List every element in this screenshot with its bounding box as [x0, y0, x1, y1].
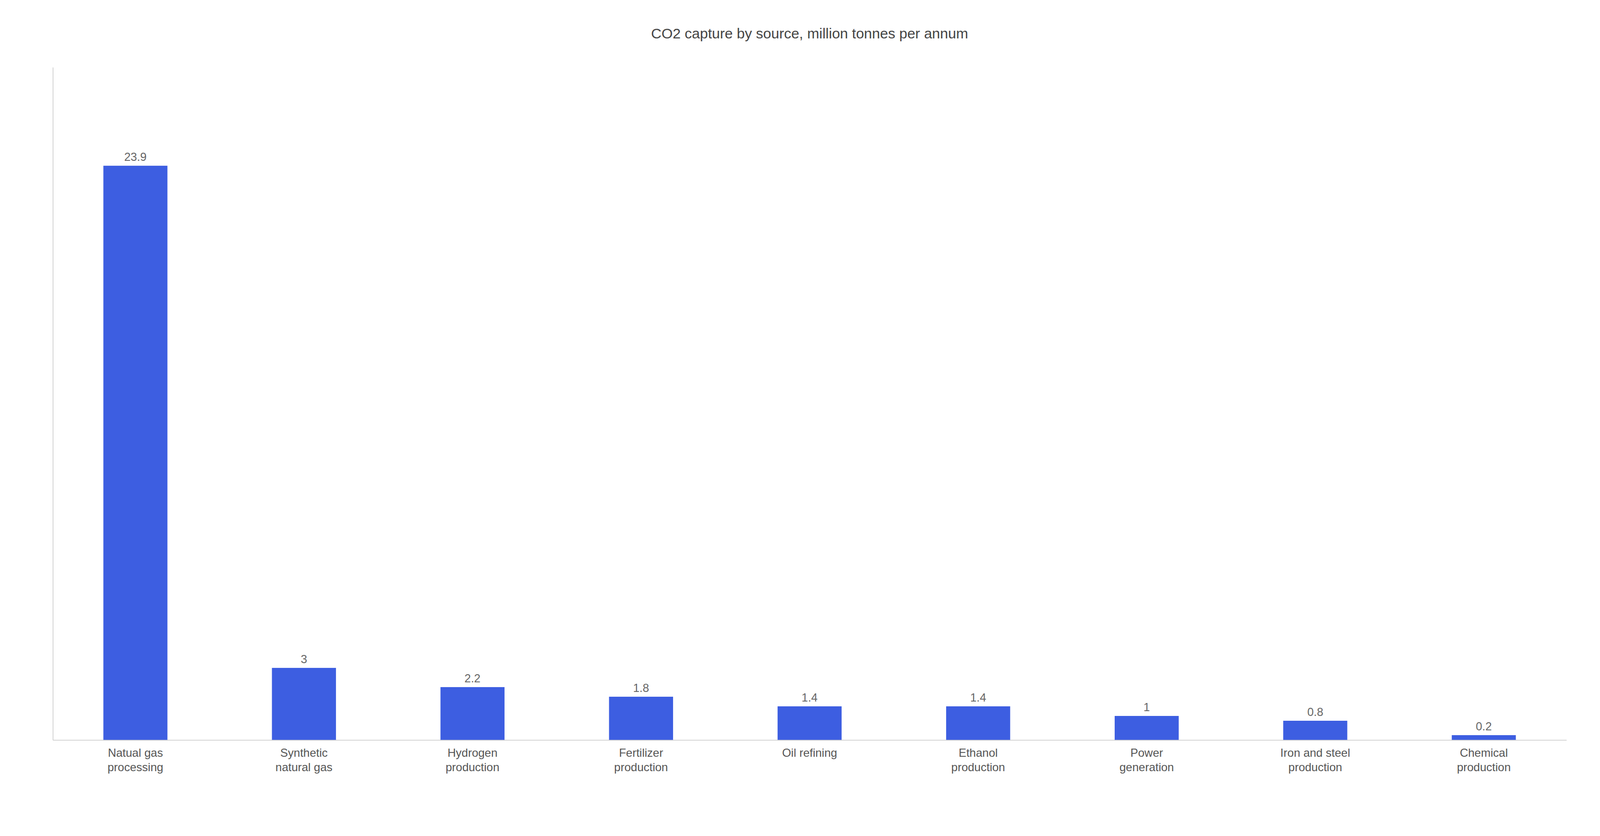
- x-tick-label: Natual gasprocessing: [107, 745, 164, 774]
- x-tick-label-line: generation: [1119, 760, 1174, 774]
- data-label: 3: [300, 652, 307, 666]
- x-tick-label-line: Oil refining: [781, 745, 838, 759]
- x-tick-label-line: Hydrogen: [447, 745, 498, 759]
- x-tick: Powergeneration: [1119, 745, 1174, 774]
- bar: [946, 706, 1011, 740]
- x-tick-label: Fertilizerproduction: [613, 745, 668, 774]
- x-tick: Oil refining: [781, 745, 838, 759]
- bar: [103, 165, 168, 740]
- data-label: 1: [1143, 700, 1150, 714]
- x-tick-label-line: production: [951, 760, 1006, 774]
- chart: Natual gasprocessing Syntheticnatural gas…: [0, 0, 1600, 836]
- x-tick-label: Oil refining: [781, 745, 838, 759]
- x-tick-label-line: Ethanol: [958, 745, 998, 759]
- x-tick: Iron and steelproduction: [1280, 745, 1350, 774]
- x-tick-label-line: production: [1288, 760, 1343, 774]
- x-tick-label-line: Iron and steel: [1280, 745, 1350, 759]
- x-tick-label: Iron and steelproduction: [1280, 745, 1350, 774]
- x-axis-line: [53, 739, 1567, 741]
- x-tick: Syntheticnatural gas: [275, 745, 333, 774]
- y-axis: [52, 67, 54, 741]
- x-tick: Chemicalproduction: [1456, 745, 1511, 774]
- x-tick-label-line: Chemical: [1459, 745, 1508, 759]
- x-tick-label-line: Natual gas: [108, 745, 164, 759]
- bar: [609, 696, 674, 740]
- bar: [1451, 734, 1516, 740]
- data-labels: 23.9 3 2.2 1.8 1.4 1.4 1 0.8 0.2: [124, 150, 1492, 733]
- data-label: 1.4: [801, 690, 818, 704]
- data-label: 23.9: [124, 150, 147, 164]
- bar: [1283, 720, 1348, 740]
- x-tick-label: Ethanolproduction: [951, 745, 1006, 774]
- x-tick-label-line: Power: [1130, 745, 1164, 759]
- title: CO2 capture by source, million tonnes pe…: [650, 25, 968, 42]
- x-tick-label-line: production: [445, 760, 500, 774]
- data-label: 2.2: [464, 671, 481, 685]
- data-label: 0.8: [1307, 705, 1324, 719]
- x-tick-label: Syntheticnatural gas: [275, 745, 333, 774]
- data-label: 0.2: [1475, 719, 1492, 733]
- x-tick: Hydrogenproduction: [445, 745, 500, 774]
- bar: [777, 706, 842, 740]
- bar: [1114, 715, 1179, 740]
- x-tick-label-line: Fertilizer: [618, 745, 663, 759]
- x-tick-label: Chemicalproduction: [1456, 745, 1511, 774]
- plot-area: [103, 165, 1516, 740]
- x-tick-label-line: production: [613, 760, 668, 774]
- x-tick-label-line: production: [1456, 760, 1511, 774]
- x-tick: Fertilizerproduction: [613, 745, 668, 774]
- data-label: 1.8: [633, 681, 650, 695]
- x-tick-label-line: Synthetic: [280, 745, 328, 759]
- data-label: 1.4: [970, 690, 987, 704]
- x-tick-label: Powergeneration: [1119, 745, 1174, 774]
- x-tick-label: Hydrogenproduction: [445, 745, 500, 774]
- x-tick: Ethanolproduction: [951, 745, 1006, 774]
- y-axis-line: [52, 67, 54, 741]
- x-axis: Natual gasprocessing Syntheticnatural gas…: [53, 740, 1567, 774]
- x-tick-label-line: natural gas: [275, 760, 333, 774]
- bar: [271, 667, 336, 740]
- bar: [440, 686, 505, 740]
- x-tick: Natual gasprocessing: [107, 745, 164, 774]
- x-tick-label-line: processing: [107, 760, 164, 774]
